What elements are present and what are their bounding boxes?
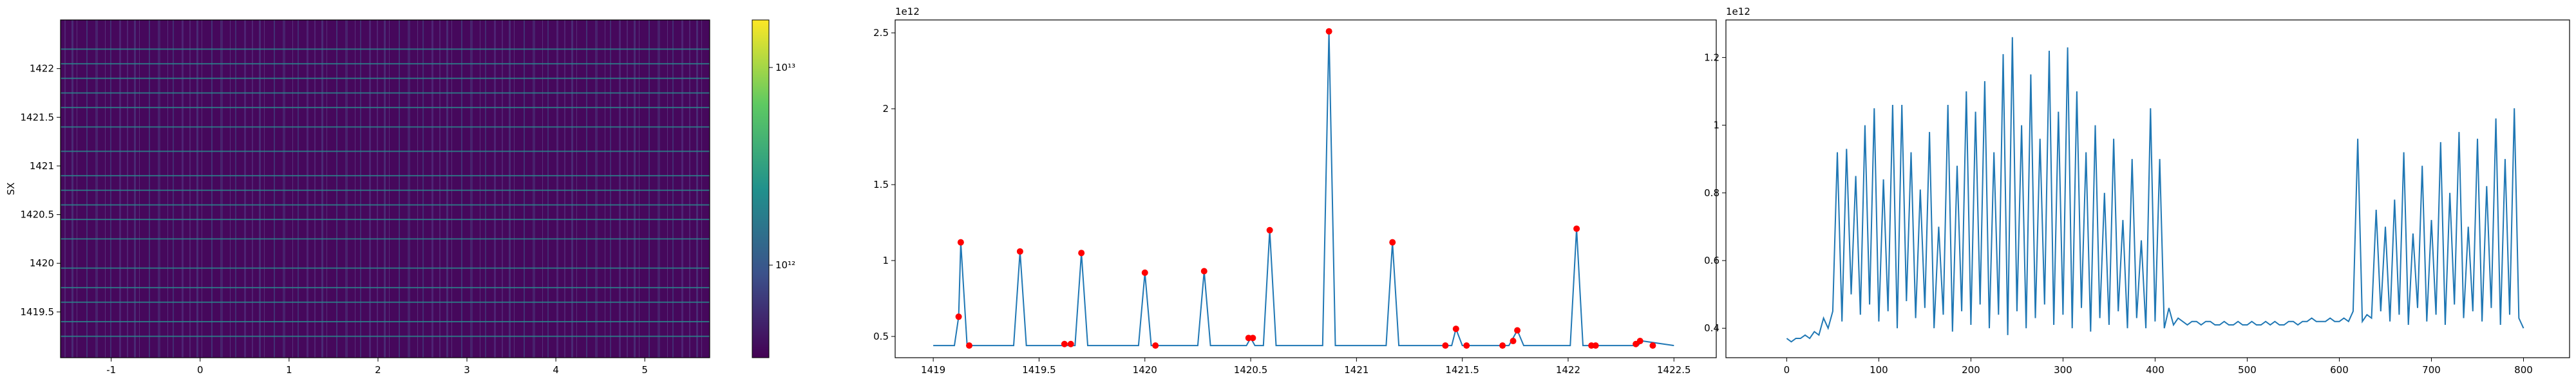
y-tick-label: 1419.5 xyxy=(21,306,55,318)
y-tick-label: 1421 xyxy=(30,160,54,172)
x-tick-label: 1419 xyxy=(921,364,945,376)
colorbar xyxy=(752,19,770,358)
y-tick-label: 0.4 xyxy=(1704,322,1719,334)
x-tick-label: 1422.5 xyxy=(1657,364,1691,376)
peak-marker xyxy=(1061,340,1068,347)
x-tick-label: 0 xyxy=(1784,364,1790,376)
peak-marker xyxy=(1067,340,1074,347)
data-line xyxy=(933,31,1674,347)
y-tick-label: 1.2 xyxy=(1704,51,1719,63)
y-tick-label: 0.5 xyxy=(873,331,889,342)
peak-marker xyxy=(1510,338,1517,345)
peak-marker xyxy=(1442,342,1449,349)
y-tick-label: 1420.5 xyxy=(21,209,55,221)
x-tick-label: 3 xyxy=(464,364,470,376)
peak-marker xyxy=(1152,342,1159,349)
peak-marker xyxy=(966,342,973,349)
x-tick-label: -1 xyxy=(106,364,116,376)
peak-marker xyxy=(1636,338,1643,345)
x-tick-label: 1 xyxy=(286,364,292,376)
colorbar-tick-label: 10¹² xyxy=(775,259,795,271)
peak-marker xyxy=(1592,342,1599,349)
peak-marker xyxy=(1325,28,1332,35)
x-tick-label: 400 xyxy=(2146,364,2164,376)
x-tick-label: 1420 xyxy=(1133,364,1157,376)
x-tick-label: 200 xyxy=(1962,364,1980,376)
peak-marker xyxy=(1573,225,1580,232)
x-tick-label: 600 xyxy=(2330,364,2349,376)
y-tick-label: 0.6 xyxy=(1704,255,1719,266)
peak-marker xyxy=(957,239,964,246)
x-tick-label: 4 xyxy=(553,364,559,376)
peak-marker xyxy=(1463,342,1470,349)
y-tick-label: 2 xyxy=(882,103,889,115)
peak-marker xyxy=(1200,268,1208,275)
y-tick-label: 2.5 xyxy=(873,27,889,39)
x-tick-label: 1421.5 xyxy=(1445,364,1479,376)
heatmap-texture xyxy=(61,20,710,358)
y-tick-label: 1422 xyxy=(30,63,54,75)
y-tick-label: 1.5 xyxy=(873,179,889,190)
peak-marker xyxy=(1389,239,1396,246)
axis-offset-label: 1e12 xyxy=(895,6,920,17)
colorbar-tick-label: 10¹³ xyxy=(775,62,795,73)
axes-frame xyxy=(895,19,1717,358)
y-tick-label: 1 xyxy=(882,255,889,266)
peak-marker xyxy=(955,313,962,320)
x-tick-label: 1421 xyxy=(1344,364,1368,376)
x-tick-label: 1420.5 xyxy=(1234,364,1268,376)
x-tick-label: 500 xyxy=(2238,364,2257,376)
peak-marker xyxy=(1249,335,1256,342)
y-tick-label: 1 xyxy=(1713,120,1719,131)
x-tick-label: 5 xyxy=(641,364,648,376)
y-axis-label: SX xyxy=(5,183,17,196)
x-tick-label: 800 xyxy=(2514,364,2533,376)
peak-marker xyxy=(1141,269,1148,276)
y-tick-label: 0.8 xyxy=(1704,187,1719,199)
peak-marker xyxy=(1452,326,1459,333)
peak-marker xyxy=(1078,250,1085,257)
x-tick-label: 300 xyxy=(2054,364,2072,376)
peak-marker xyxy=(1514,327,1521,334)
peak-marker xyxy=(1649,342,1656,349)
peak-marker xyxy=(1499,342,1506,349)
x-tick-label: 1419.5 xyxy=(1022,364,1056,376)
x-tick-label: 0 xyxy=(197,364,204,376)
x-tick-label: 700 xyxy=(2422,364,2441,376)
x-tick-label: 2 xyxy=(375,364,381,376)
data-line xyxy=(1786,37,2524,343)
x-tick-label: 100 xyxy=(1870,364,1888,376)
peak-marker xyxy=(1016,248,1023,255)
y-tick-label: 1420 xyxy=(30,257,54,269)
y-tick-label: 1421.5 xyxy=(21,111,55,123)
axis-offset-label: 1e12 xyxy=(1726,6,1750,17)
peak-marker xyxy=(1266,226,1273,234)
axes-frame xyxy=(60,19,710,358)
x-tick-label: 1422 xyxy=(1556,364,1580,376)
axes-frame xyxy=(1725,19,2570,358)
